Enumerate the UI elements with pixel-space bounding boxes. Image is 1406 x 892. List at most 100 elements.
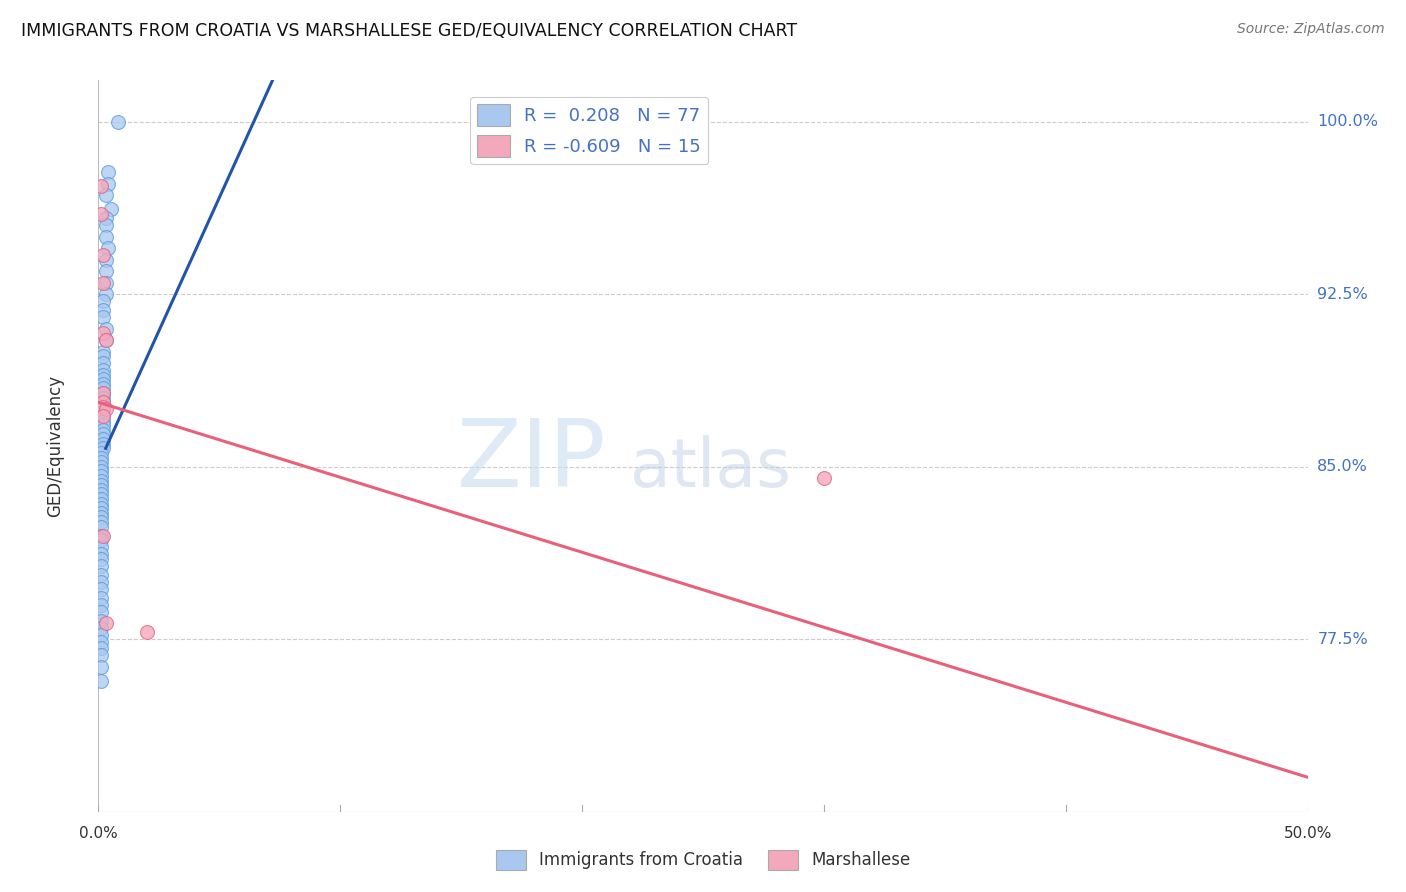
- Point: [91, 294, 114, 309]
- Point: [94, 287, 117, 301]
- Point: [90, 673, 112, 688]
- Point: [90, 598, 112, 612]
- Point: [90, 621, 112, 635]
- Point: [90, 574, 112, 589]
- Text: 100.0%: 100.0%: [1317, 114, 1378, 129]
- Text: GED/Equivalency: GED/Equivalency: [46, 375, 65, 517]
- Point: [91, 414, 114, 428]
- Point: [94, 264, 117, 278]
- Point: [91, 409, 114, 423]
- Point: [90, 459, 112, 474]
- Point: [91, 344, 114, 359]
- Text: 50.0%: 50.0%: [1284, 825, 1331, 840]
- Point: [94, 402, 117, 417]
- Point: [90, 614, 112, 628]
- Point: [91, 409, 114, 423]
- Point: [90, 591, 112, 605]
- Point: [94, 616, 117, 631]
- Point: [91, 310, 114, 325]
- Point: [90, 547, 112, 561]
- Point: [94, 229, 117, 244]
- Point: [90, 483, 112, 497]
- Point: [100, 202, 122, 216]
- Point: [90, 464, 112, 478]
- Point: [91, 303, 114, 318]
- Point: [91, 276, 114, 290]
- Point: [90, 446, 112, 460]
- Point: [91, 349, 114, 363]
- Point: [90, 551, 112, 566]
- Point: [90, 533, 112, 548]
- Point: [91, 386, 114, 401]
- Point: [94, 218, 117, 232]
- Point: [90, 207, 112, 221]
- Point: [90, 519, 112, 533]
- Point: [90, 474, 112, 488]
- Point: [90, 450, 112, 465]
- Legend: R =  0.208   N = 77, R = -0.609   N = 15: R = 0.208 N = 77, R = -0.609 N = 15: [470, 96, 709, 164]
- Point: [97, 165, 120, 179]
- Point: [97, 177, 120, 191]
- Point: [91, 418, 114, 433]
- Point: [91, 395, 114, 409]
- Point: [97, 241, 120, 255]
- Point: [91, 432, 114, 446]
- Point: [90, 605, 112, 619]
- Point: [90, 515, 112, 529]
- Point: [94, 276, 117, 290]
- Point: [90, 627, 112, 641]
- Point: [91, 436, 114, 450]
- Point: [91, 400, 114, 414]
- Text: IMMIGRANTS FROM CROATIA VS MARSHALLESE GED/EQUIVALENCY CORRELATION CHART: IMMIGRANTS FROM CROATIA VS MARSHALLESE G…: [21, 22, 797, 40]
- Legend: Immigrants from Croatia, Marshallese: Immigrants from Croatia, Marshallese: [489, 843, 917, 877]
- Point: [90, 529, 112, 543]
- Point: [94, 188, 117, 202]
- Point: [91, 363, 114, 377]
- Point: [91, 248, 114, 262]
- Text: 0.0%: 0.0%: [79, 825, 118, 840]
- Point: [90, 469, 112, 483]
- Point: [90, 179, 112, 194]
- Point: [94, 333, 117, 347]
- Point: [90, 478, 112, 492]
- Point: [91, 368, 114, 382]
- Point: [135, 625, 157, 640]
- Point: [91, 372, 114, 386]
- Point: [91, 427, 114, 442]
- Point: [90, 660, 112, 674]
- Point: [90, 501, 112, 516]
- Point: [91, 395, 114, 409]
- Point: [813, 471, 835, 485]
- Point: [107, 114, 129, 128]
- Text: 77.5%: 77.5%: [1317, 632, 1368, 647]
- Point: [91, 423, 114, 437]
- Point: [94, 333, 117, 347]
- Point: [91, 356, 114, 370]
- Point: [91, 391, 114, 405]
- Point: [90, 496, 112, 510]
- Point: [90, 540, 112, 554]
- Text: 85.0%: 85.0%: [1317, 459, 1368, 475]
- Point: [90, 487, 112, 501]
- Point: [90, 455, 112, 469]
- Text: ZIP: ZIP: [457, 415, 606, 507]
- Point: [91, 529, 114, 543]
- Point: [90, 648, 112, 663]
- Point: [91, 376, 114, 391]
- Point: [91, 400, 114, 414]
- Text: 92.5%: 92.5%: [1317, 286, 1368, 301]
- Point: [91, 404, 114, 418]
- Point: [90, 634, 112, 648]
- Point: [90, 567, 112, 582]
- Point: [94, 321, 117, 335]
- Point: [91, 442, 114, 456]
- Point: [90, 510, 112, 524]
- Text: atlas: atlas: [630, 435, 792, 501]
- Point: [90, 582, 112, 596]
- Point: [91, 382, 114, 396]
- Point: [90, 506, 112, 520]
- Point: [94, 211, 117, 226]
- Point: [91, 326, 114, 341]
- Point: [90, 641, 112, 656]
- Text: Source: ZipAtlas.com: Source: ZipAtlas.com: [1237, 22, 1385, 37]
